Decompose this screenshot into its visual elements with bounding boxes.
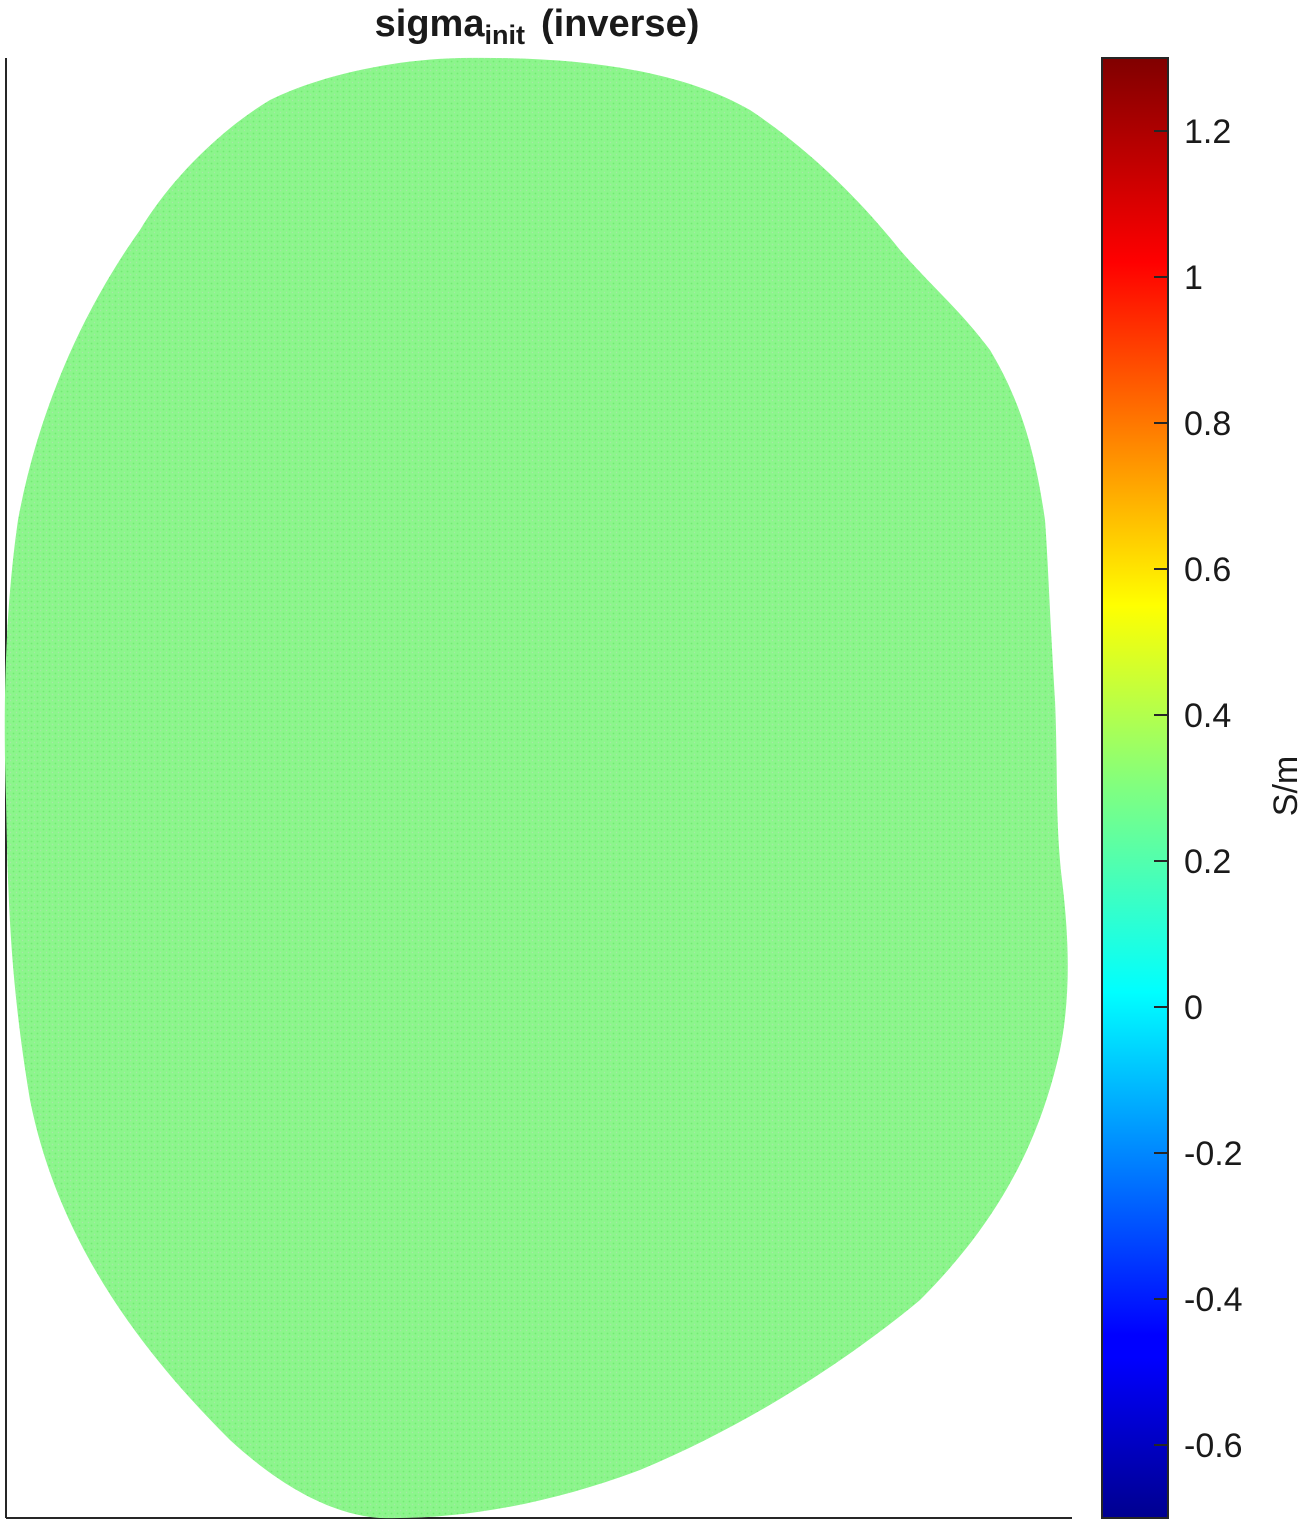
- colorbar-tick-label: -0.6: [1184, 1427, 1243, 1465]
- title-subscript: init: [484, 20, 525, 50]
- title-main: sigma: [375, 3, 486, 45]
- conductivity-field: [4, 57, 1068, 1519]
- colorbar-tick-label: 1: [1184, 259, 1203, 297]
- colorbar: -0.6 -0.4 -0.2 0 0.2 0.4 0.6 0.8 1 1.2 S/m: [1101, 57, 1302, 1519]
- chart-title: sigmainit (inverse): [375, 3, 700, 50]
- colorbar-tick-label: 0.4: [1184, 697, 1231, 735]
- colorbar-tick-label: -0.2: [1184, 1135, 1243, 1173]
- colorbar-tick-label: 0.6: [1184, 551, 1231, 589]
- colorbar-ticks: -0.6 -0.4 -0.2 0 0.2 0.4 0.6 0.8 1 1.2: [1154, 113, 1243, 1465]
- colorbar-tick-label: 0.8: [1184, 405, 1231, 443]
- colorbar-tick-label: -0.4: [1184, 1281, 1243, 1319]
- title-suffix: (inverse): [541, 3, 699, 45]
- colorbar-tick-label: 0.2: [1184, 843, 1231, 881]
- colorbar-label: S/m: [1267, 756, 1302, 816]
- colorbar-gradient: [1101, 57, 1169, 1519]
- colorbar-tick-label: 1.2: [1184, 113, 1231, 151]
- colorbar-tick-label: 0: [1184, 989, 1203, 1027]
